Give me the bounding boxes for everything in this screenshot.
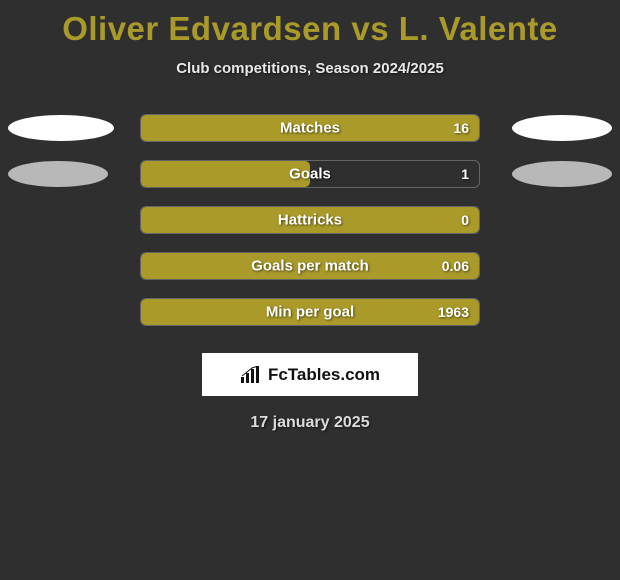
vs-separator: vs bbox=[342, 10, 399, 47]
stat-label: Goals bbox=[289, 166, 331, 183]
stat-label: Goals per match bbox=[251, 258, 369, 275]
stat-value: 16 bbox=[453, 120, 469, 136]
stat-rows: Matches 16 Goals 1 Hattricks 0 Goals per match… bbox=[0, 105, 620, 335]
stat-value: 0 bbox=[461, 212, 469, 228]
stat-value: 1963 bbox=[438, 304, 469, 320]
bar-track: Matches 16 bbox=[140, 114, 480, 142]
stat-label: Hattricks bbox=[278, 212, 342, 229]
value-oval bbox=[8, 115, 114, 141]
player2-name: L. Valente bbox=[399, 10, 558, 47]
bar-track: Goals per match 0.06 bbox=[140, 252, 480, 280]
brand-badge[interactable]: FcTables.com bbox=[202, 353, 418, 396]
stat-label: Min per goal bbox=[266, 304, 354, 321]
stat-row: Min per goal 1963 bbox=[0, 289, 620, 335]
player1-name: Oliver Edvardsen bbox=[62, 10, 341, 47]
bar-track: Hattricks 0 bbox=[140, 206, 480, 234]
value-oval bbox=[512, 161, 612, 187]
value-oval bbox=[8, 161, 108, 187]
bar-fill bbox=[141, 161, 310, 187]
brand-text: FcTables.com bbox=[268, 365, 380, 385]
bar-track: Goals 1 bbox=[140, 160, 480, 188]
stat-label: Matches bbox=[280, 120, 340, 137]
value-oval bbox=[512, 115, 612, 141]
bar-track: Min per goal 1963 bbox=[140, 298, 480, 326]
stat-value: 0.06 bbox=[442, 258, 469, 274]
bar-chart-icon bbox=[240, 366, 262, 384]
stat-row: Matches 16 bbox=[0, 105, 620, 151]
stat-row: Goals 1 bbox=[0, 151, 620, 197]
subtitle: Club competitions, Season 2024/2025 bbox=[0, 60, 620, 77]
stat-row: Hattricks 0 bbox=[0, 197, 620, 243]
page-title: Oliver Edvardsen vs L. Valente bbox=[0, 0, 620, 48]
stat-value: 1 bbox=[461, 166, 469, 182]
footer-date: 17 january 2025 bbox=[0, 414, 620, 432]
stat-row: Goals per match 0.06 bbox=[0, 243, 620, 289]
